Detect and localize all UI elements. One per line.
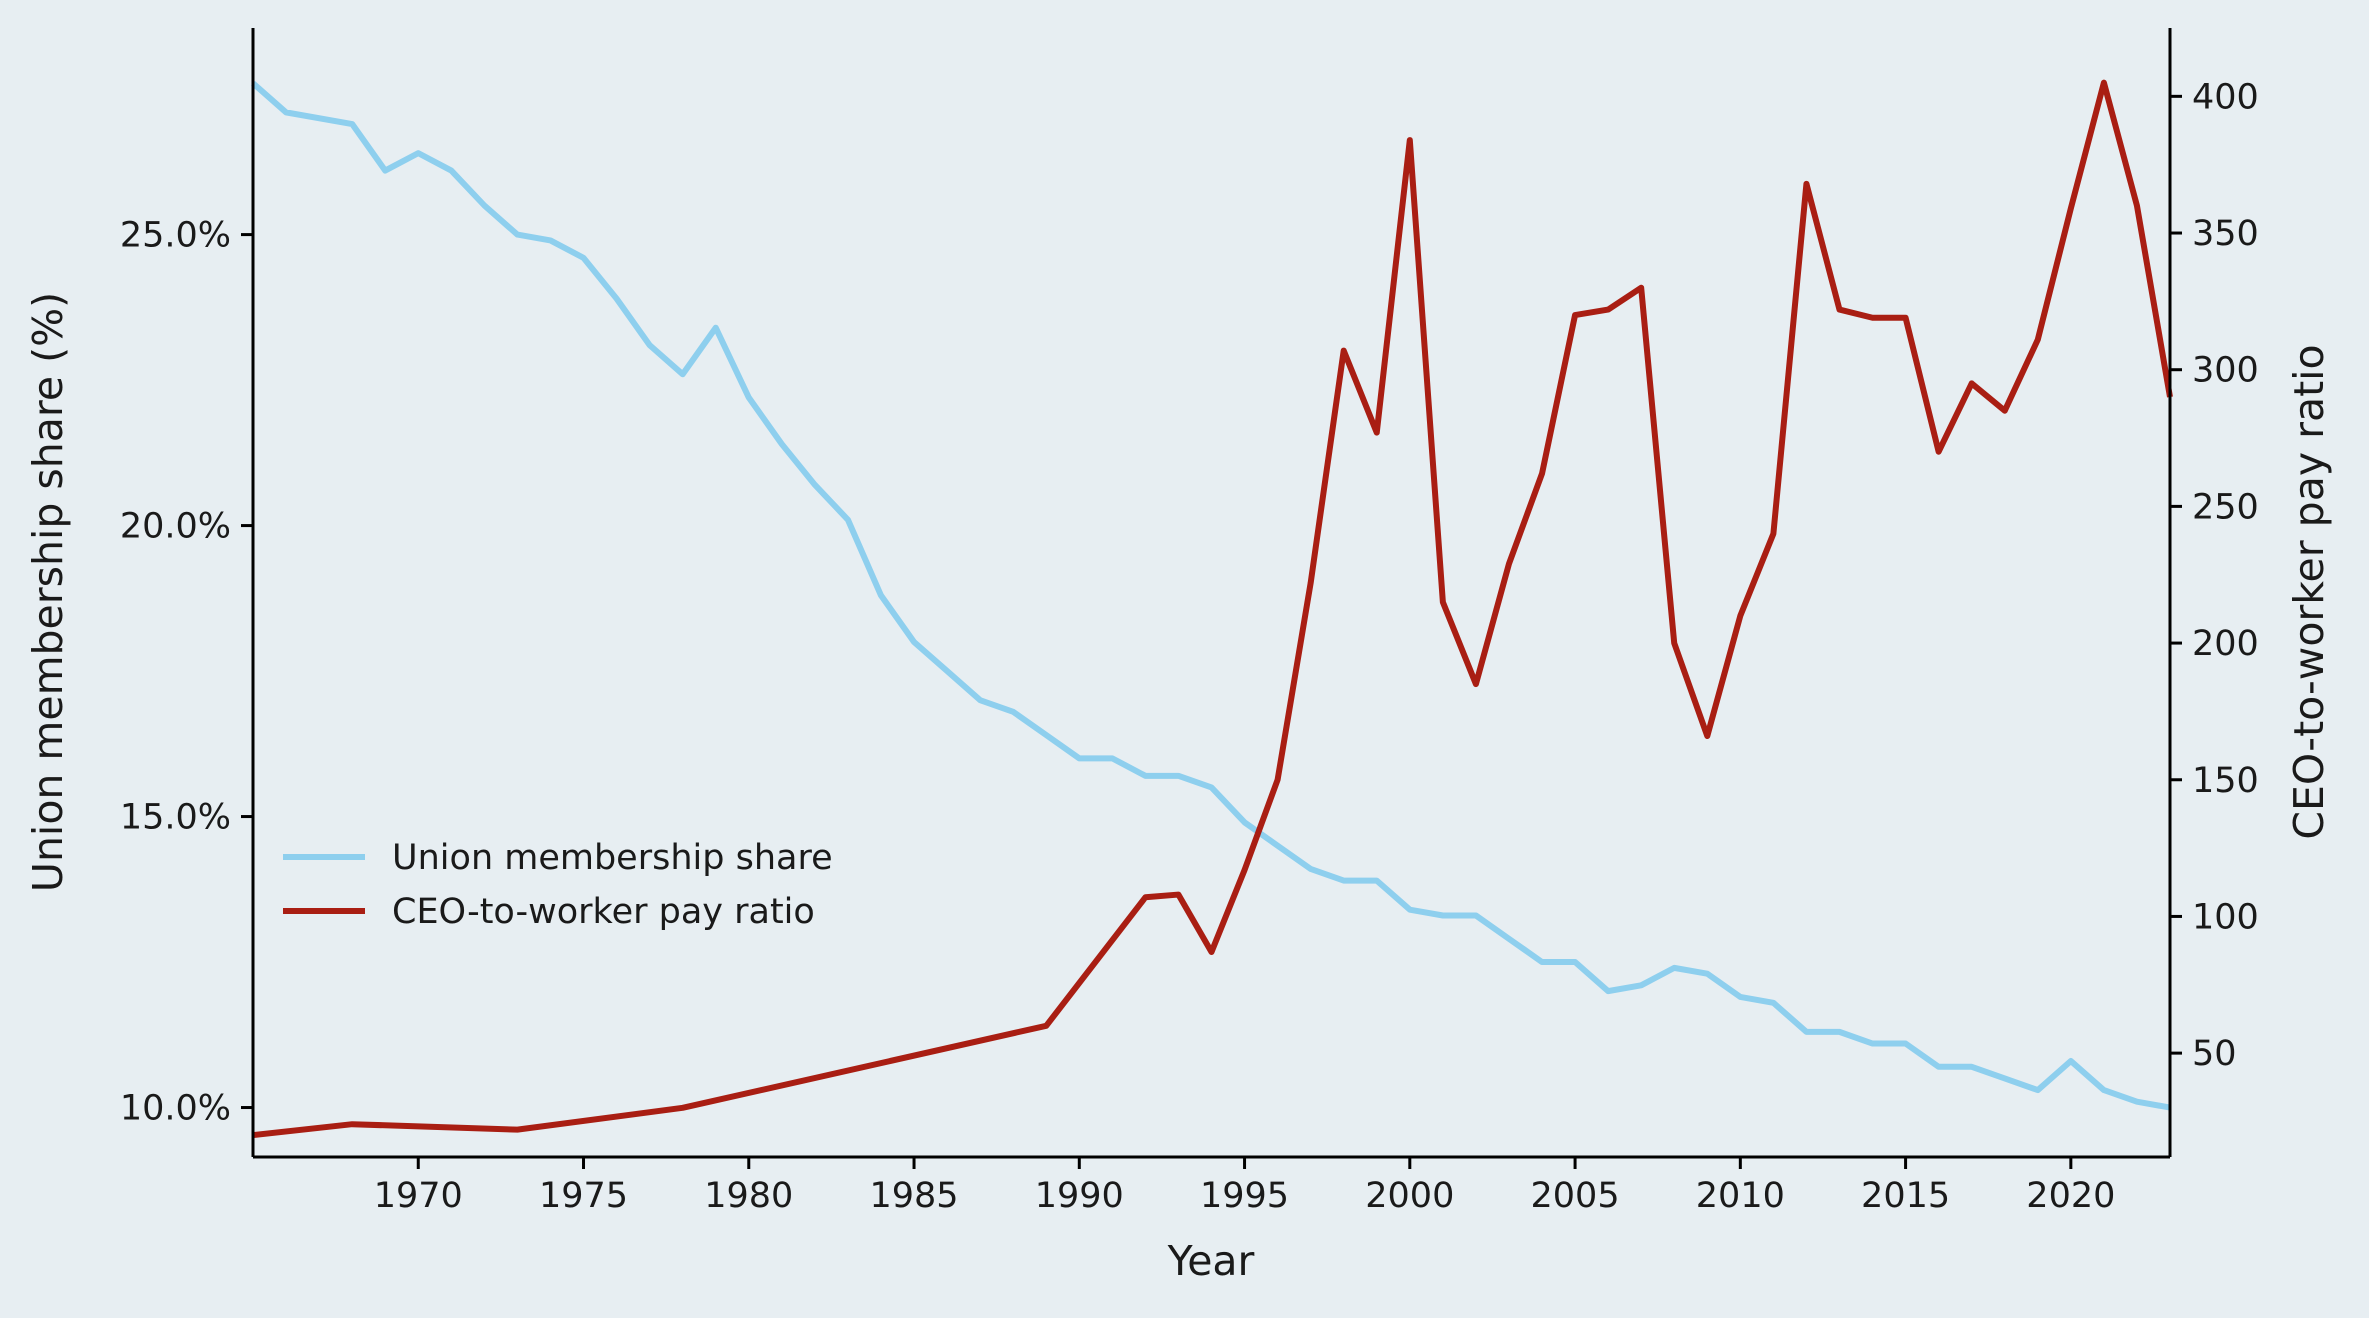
y-right-tick-label: 100 bbox=[2192, 897, 2259, 937]
y-right-tick-label: 400 bbox=[2192, 77, 2259, 117]
right-y-axis-title: CEO-to-worker pay ratio bbox=[2285, 344, 2333, 839]
x-tick-label: 1990 bbox=[1035, 1176, 1124, 1216]
y-right-tick-label: 50 bbox=[2192, 1034, 2237, 1074]
legend-label-ceo-to-worker-pay-ratio: CEO-to-worker pay ratio bbox=[392, 892, 815, 932]
legend: Union membership share CEO-to-worker pay… bbox=[283, 838, 833, 932]
y-right-tick-label: 250 bbox=[2192, 487, 2259, 527]
y-right-tick-label: 150 bbox=[2192, 761, 2259, 801]
y-tick-label: 25.0% bbox=[120, 216, 231, 256]
x-tick-label: 1975 bbox=[539, 1176, 628, 1216]
left-y-axis-ticks: 10.0% 15.0% 20.0% 25.0% bbox=[120, 216, 253, 1129]
x-tick-label: 2010 bbox=[1696, 1176, 1785, 1216]
legend-label-union-membership-share: Union membership share bbox=[392, 838, 833, 878]
right-y-axis-ticks: 50 100 150 200 250 300 350 400 bbox=[2170, 77, 2259, 1074]
x-tick-label: 1985 bbox=[869, 1176, 958, 1216]
x-tick-label: 2015 bbox=[1861, 1176, 1950, 1216]
y-tick-label: 15.0% bbox=[120, 798, 231, 838]
y-right-tick-label: 200 bbox=[2192, 624, 2259, 664]
y-right-tick-label: 350 bbox=[2192, 214, 2259, 254]
series-line-ceo-to-worker-pay-ratio bbox=[252, 79, 2173, 1139]
x-axis-title: Year bbox=[1167, 1237, 1255, 1285]
series-line-union-membership-share bbox=[251, 81, 2171, 1111]
x-tick-label: 2000 bbox=[1365, 1176, 1454, 1216]
x-tick-label: 1995 bbox=[1200, 1176, 1289, 1216]
x-tick-label: 2005 bbox=[1531, 1176, 1620, 1216]
left-y-axis-title: Union membership share (%) bbox=[24, 292, 72, 892]
y-tick-label: 10.0% bbox=[120, 1089, 231, 1129]
x-tick-label: 1970 bbox=[374, 1176, 463, 1216]
x-tick-label: 1980 bbox=[704, 1176, 793, 1216]
y-right-tick-label: 300 bbox=[2192, 351, 2259, 391]
x-tick-label: 2020 bbox=[2026, 1176, 2115, 1216]
x-axis-ticks: 1970 1975 1980 1985 1990 1995 2000 2005 2010 2015… bbox=[374, 1157, 2115, 1216]
y-tick-label: 20.0% bbox=[120, 507, 231, 547]
